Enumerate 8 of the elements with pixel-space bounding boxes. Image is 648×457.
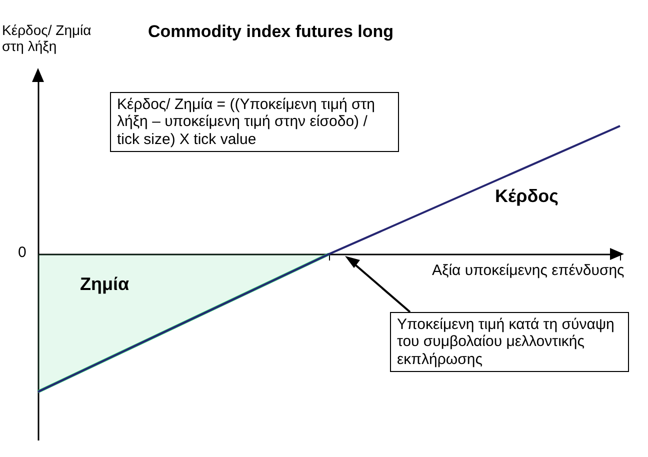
annotation: Υποκείμενη τιμή κατά τη σύναψη του συμβολαίου μελλοντικής εκπλήρωσης bbox=[390, 312, 629, 372]
text: Κέρδος/ Ζημία στη λήξη bbox=[2, 22, 92, 54]
chart-title: Commodity index futures long bbox=[148, 22, 394, 42]
annotation: Ζημία bbox=[80, 274, 130, 295]
x-axis-title: Αξία υποκείμενης επένδυσης bbox=[432, 262, 626, 280]
annotation: Κέρδος bbox=[495, 186, 559, 207]
text: 0 bbox=[18, 244, 26, 262]
annotation: Κέρδος/ Ζημία = ((Υποκείμενη τιμή στη λήξη – υποκείμενη τιμή στην είσοδο) / tick size) X tick value bbox=[110, 92, 399, 152]
